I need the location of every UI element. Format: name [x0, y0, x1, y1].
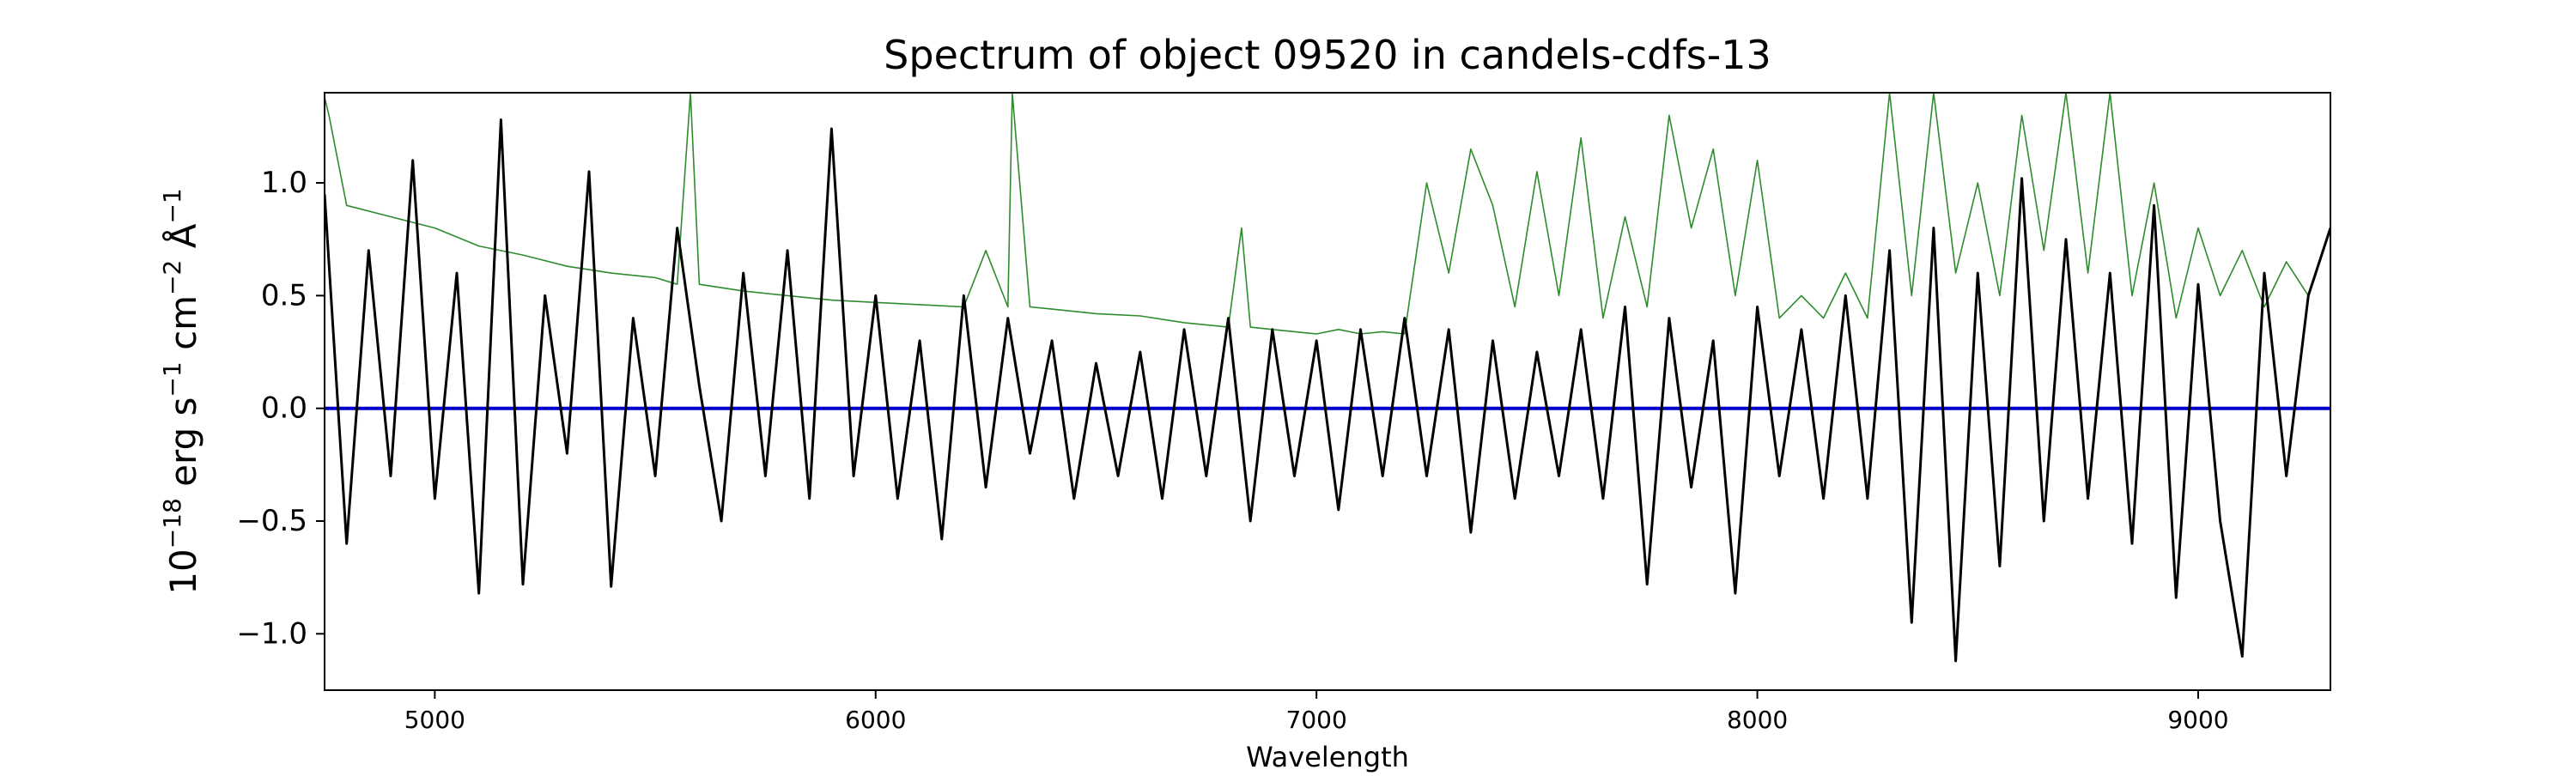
y-tick-label: −0.5 [236, 504, 307, 538]
x-tick-label: 5000 [404, 706, 465, 734]
y-axis-label-sup: −2 [158, 260, 186, 295]
plot-area-frame [324, 92, 2331, 691]
y-tick-label: 1.0 [261, 166, 307, 200]
y-tick-label: −1.0 [236, 616, 307, 651]
x-axis: 5000 6000 7000 8000 9000 [404, 690, 2229, 734]
y-axis-label-sup: −1 [158, 361, 186, 397]
y-axis-label-sup: −18 [158, 498, 186, 549]
x-tick-label: 7000 [1286, 706, 1347, 734]
y-axis-label-part: erg s [162, 397, 204, 499]
y-axis-label-part: Å [161, 223, 204, 259]
y-tick-label: 0.5 [261, 278, 307, 312]
y-axis-label-sup: −1 [158, 188, 186, 223]
x-tick-label: 8000 [1727, 706, 1788, 734]
y-axis-label: 10−18 erg s−1 cm−2 Å−1 [158, 188, 204, 594]
flux-spectrum-line [325, 118, 2330, 663]
y-axis-label-part: 10 [162, 549, 204, 594]
x-axis-label: Wavelength [1246, 741, 1409, 773]
y-tick-label: 0.0 [261, 391, 307, 426]
x-tick-label: 9000 [2167, 706, 2228, 734]
error-spectrum-line [325, 93, 2330, 335]
series-layer [325, 93, 2330, 663]
x-tick-label: 6000 [845, 706, 906, 734]
chart-title: Spectrum of object 09520 in candels-cdfs… [884, 32, 1771, 78]
y-axis-label-part: cm [162, 295, 204, 361]
y-axis: 1.0 0.5 0.0 −0.5 −1.0 [236, 166, 325, 651]
